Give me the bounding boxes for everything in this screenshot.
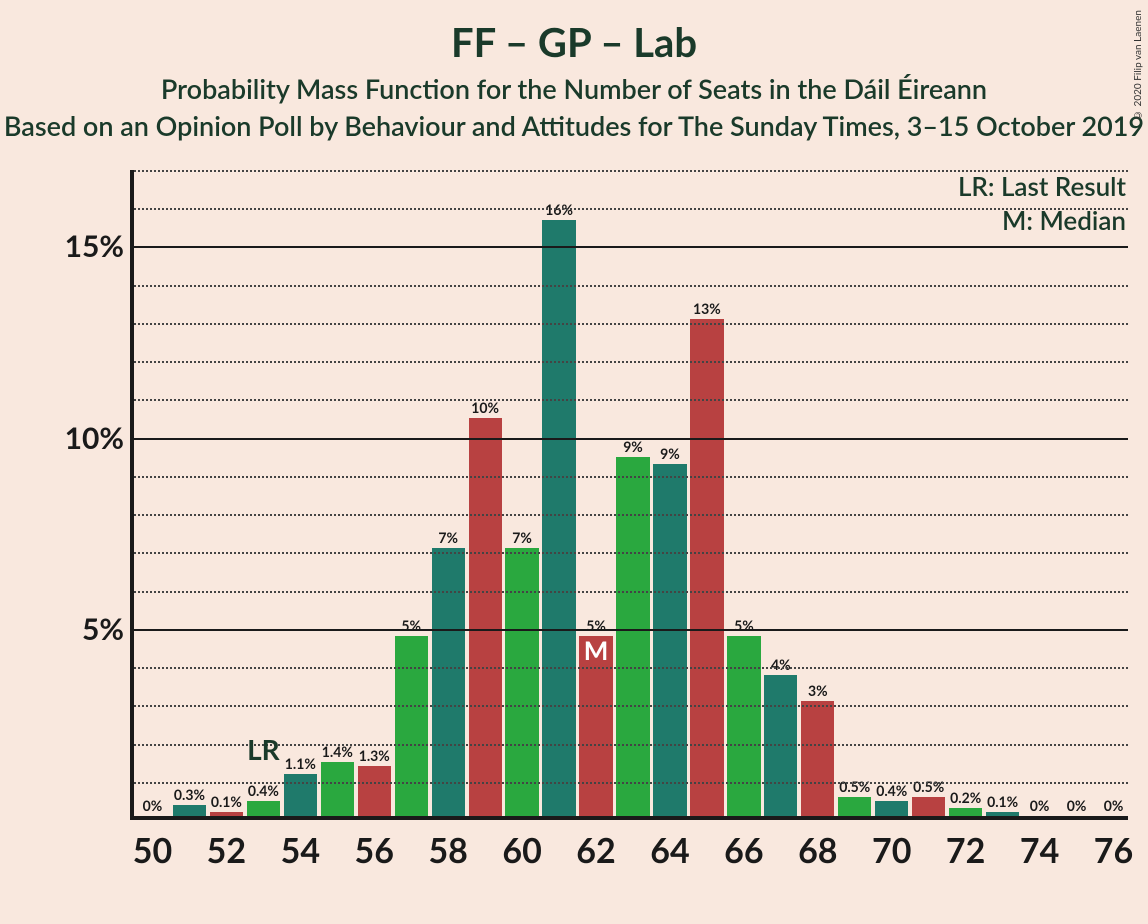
chart-subtitle-1: Probability Mass Function for the Number… [0,72,1148,105]
median-marker: M [584,634,609,666]
bar: 16% [542,220,575,816]
bar: 0.4% [247,801,280,816]
bar-value-label: 0.5% [913,778,944,795]
bar: 7% [505,548,538,816]
bar-value-label: 0% [1067,797,1087,814]
bar-value-label: 0.2% [950,789,981,806]
bar-value-label: 0.1% [211,793,242,810]
bar: 7% [432,548,465,816]
x-tick-label: 62 [576,830,615,871]
bar-value-label: 9% [660,445,680,462]
grid-minor-line [134,705,1128,707]
grid-minor-line [134,476,1128,478]
bar: 1.3% [358,766,391,816]
grid-minor-line [134,323,1128,325]
bars-container: 0%0.3%0.1%0.4%1.1%1.4%1.3%5%7%10%7%16%5%… [134,170,1128,816]
grid-major-line [134,246,1128,248]
chart-title: FF – GP – Lab [0,18,1148,66]
bar-value-label: 0.5% [839,778,870,795]
bar: 0.2% [949,808,982,816]
chart-subtitle-2: Based on an Opinion Poll by Behaviour an… [0,109,1148,142]
x-tick-label: 76 [1094,830,1133,871]
bar-value-label: 0% [1104,797,1124,814]
grid-minor-line [134,667,1128,669]
copyright-text: © 2020 Filip van Laenen [1132,10,1144,121]
bar-value-label: 7% [512,529,532,546]
x-tick-label: 66 [724,830,763,871]
bar: 13% [690,319,723,816]
bar: 0.4% [875,801,908,816]
bar-value-label: 1.4% [322,743,353,760]
bar: 0.5% [838,797,871,816]
x-tick-label: 54 [281,830,320,871]
bar-value-label: 5% [734,617,754,634]
bar: 10% [469,418,502,816]
bar-value-label: 0.4% [876,782,907,799]
lr-marker: LR [247,732,280,766]
bar: 0.5% [912,797,945,816]
x-tick-label: 52 [207,830,246,871]
grid-minor-line [134,552,1128,554]
grid-minor-line [134,361,1128,363]
x-tick-label: 64 [650,830,689,871]
bar: 1.4% [321,762,354,816]
plot-area: 0%0.3%0.1%0.4%1.1%1.4%1.3%5%7%10%7%16%5%… [130,170,1128,820]
grid-major-line [134,629,1128,631]
bar: 9% [653,464,686,816]
x-tick-label: 56 [355,830,394,871]
bar-value-label: 0.3% [174,786,205,803]
bar-value-label: 0% [1030,797,1050,814]
x-tick-label: 60 [502,830,541,871]
grid-minor-line [134,285,1128,287]
bar-value-label: 3% [808,682,828,699]
bar-value-label: 5% [586,617,606,634]
bar: 0.1% [210,812,243,816]
bar: 5% [395,636,428,816]
grid-minor-line [134,514,1128,516]
bar-value-label: 10% [471,399,499,416]
grid-minor-line [134,744,1128,746]
grid-minor-line [134,591,1128,593]
bar: 0.3% [173,805,206,816]
grid-minor-line [134,170,1128,172]
bar-value-label: 5% [401,617,421,634]
bar: 9% [616,457,649,816]
x-tick-label: 58 [428,830,467,871]
x-tick-label: 50 [133,830,172,871]
y-tick-label: 5% [54,611,124,647]
pmf-chart: 0%0.3%0.1%0.4%1.1%1.4%1.3%5%7%10%7%16%5%… [130,170,1128,820]
x-tick-label: 70 [872,830,911,871]
bar-value-label: 1.3% [359,747,390,764]
grid-minor-line [134,782,1128,784]
bar: 3% [801,701,834,816]
y-tick-label: 10% [54,420,124,456]
grid-minor-line [134,208,1128,210]
grid-major-line [134,438,1128,440]
x-tick-label: 74 [1020,830,1059,871]
y-tick-label: 15% [54,228,124,264]
grid-minor-line [134,399,1128,401]
bar: 0.1% [986,812,1019,816]
bar-value-label: 0.1% [987,793,1018,810]
bar-value-label: 13% [693,300,721,317]
x-tick-label: 72 [946,830,985,871]
x-tick-label: 68 [798,830,837,871]
bar-value-label: 9% [623,438,643,455]
bar-value-label: 1.1% [285,755,316,772]
bar-value-label: 0.4% [248,782,279,799]
bar: 1.1% [284,774,317,816]
bar-value-label: 7% [438,529,458,546]
bar-value-label: 0% [143,797,163,814]
bar: 5% [727,636,760,816]
bar-value-label: 4% [771,656,791,673]
